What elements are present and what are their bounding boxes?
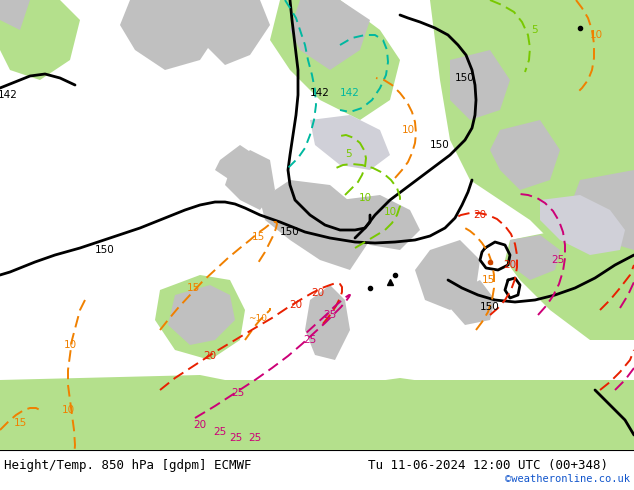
Polygon shape (270, 0, 400, 120)
Polygon shape (155, 275, 245, 360)
Text: 25: 25 (231, 388, 245, 398)
Text: 10: 10 (590, 30, 602, 40)
Text: 5: 5 (531, 25, 537, 35)
Polygon shape (225, 150, 275, 210)
Text: 20: 20 (290, 300, 302, 310)
Text: 25: 25 (214, 427, 226, 437)
Text: 150: 150 (95, 245, 115, 255)
Polygon shape (168, 285, 235, 345)
Polygon shape (340, 195, 420, 250)
Text: 20: 20 (311, 288, 325, 298)
Text: 150: 150 (455, 73, 475, 83)
Text: 20: 20 (474, 210, 486, 220)
Text: 5: 5 (345, 149, 351, 159)
Text: Tu 11-06-2024 12:00 UTC (00+348): Tu 11-06-2024 12:00 UTC (00+348) (368, 459, 608, 472)
Text: 15: 15 (13, 418, 27, 428)
Polygon shape (195, 0, 270, 65)
Text: 10: 10 (401, 125, 415, 135)
Polygon shape (215, 145, 255, 180)
Text: ~10: ~10 (249, 314, 268, 322)
Polygon shape (415, 240, 480, 310)
Polygon shape (305, 285, 350, 360)
Polygon shape (0, 0, 80, 80)
Text: 25: 25 (249, 433, 262, 443)
Text: 25: 25 (230, 433, 243, 443)
Polygon shape (505, 230, 634, 340)
Polygon shape (120, 0, 220, 70)
Polygon shape (540, 195, 625, 255)
Polygon shape (0, 375, 634, 450)
Polygon shape (565, 170, 634, 300)
Text: 25: 25 (304, 335, 316, 345)
Text: 150: 150 (430, 140, 450, 150)
Text: 25: 25 (323, 310, 337, 320)
Polygon shape (450, 50, 510, 120)
Text: 15: 15 (481, 275, 495, 285)
Polygon shape (290, 0, 370, 70)
Polygon shape (0, 0, 30, 30)
Text: 142: 142 (340, 88, 360, 98)
Text: 10: 10 (63, 340, 77, 350)
Polygon shape (430, 0, 634, 300)
Text: 25: 25 (552, 255, 565, 265)
Text: Height/Temp. 850 hPa [gdpm] ECMWF: Height/Temp. 850 hPa [gdpm] ECMWF (4, 459, 252, 472)
Text: 10: 10 (61, 405, 75, 415)
Text: 15: 15 (186, 283, 200, 293)
Text: 10: 10 (384, 207, 396, 217)
Text: 20: 20 (503, 260, 517, 270)
Text: 150: 150 (480, 302, 500, 312)
Polygon shape (490, 120, 560, 190)
Polygon shape (0, 380, 634, 450)
Polygon shape (260, 180, 370, 270)
Polygon shape (310, 115, 390, 170)
Text: 20: 20 (193, 420, 207, 430)
Text: 10: 10 (358, 193, 372, 203)
Text: 150: 150 (280, 227, 300, 237)
Text: 15: 15 (251, 232, 264, 242)
Text: 142: 142 (310, 88, 330, 98)
Text: 142: 142 (0, 90, 18, 100)
Text: 20: 20 (204, 351, 217, 361)
Polygon shape (450, 280, 495, 325)
Text: ©weatheronline.co.uk: ©weatheronline.co.uk (505, 474, 630, 484)
Polygon shape (510, 235, 560, 280)
